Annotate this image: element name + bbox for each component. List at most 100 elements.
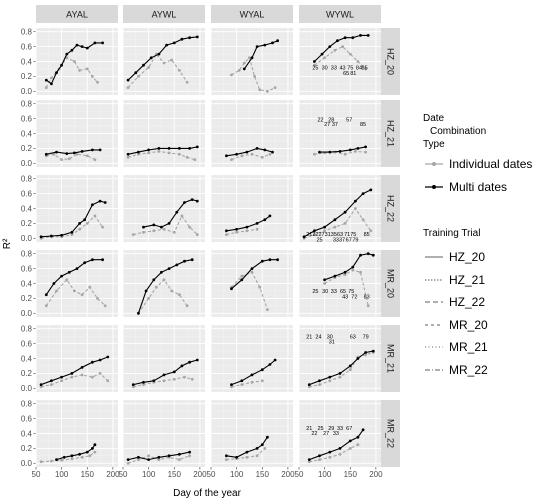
multi-dates-line (303, 189, 372, 238)
row-strip-label-mr_22: MR_22 (386, 419, 396, 448)
multi-dates-point (180, 37, 184, 41)
point-annotation: 35 (331, 232, 337, 238)
multi-dates-line (127, 36, 198, 81)
individual-dates-point (126, 155, 130, 159)
panel-hz_22-ayal (35, 175, 118, 242)
multi-dates-point (44, 293, 48, 297)
individual-dates-point (80, 293, 84, 297)
multi-dates-point (242, 67, 246, 71)
x-tick-label: 200 (369, 470, 383, 479)
multi-dates-point (225, 229, 228, 233)
multi-dates-point (356, 435, 360, 439)
individual-dates-point (154, 285, 158, 289)
point-annotation: 67 (346, 426, 352, 432)
column-strip-label-wyal: WYAL (240, 10, 265, 20)
individual-dates-point (260, 155, 264, 159)
individual-dates-point (170, 289, 174, 293)
point-annotation: 24 (315, 334, 321, 340)
multi-dates-point (190, 198, 194, 202)
individual-dates-point (93, 214, 97, 218)
multi-dates-point (268, 363, 272, 366)
point-annotation: 31 (329, 340, 335, 346)
multi-dates-point (188, 450, 192, 454)
x-tick-label: 100 (318, 470, 332, 479)
individual-dates-point (98, 372, 102, 375)
individual-dates-point (39, 460, 43, 464)
column-strip-ayal (36, 5, 118, 23)
individual-dates-point (248, 56, 251, 60)
panel-hz_22-wyal (210, 175, 293, 242)
x-tick-label: 100 (230, 470, 244, 479)
multi-dates-point (195, 358, 199, 362)
multi-dates-point (85, 46, 89, 50)
column-strip-aywl (123, 5, 205, 23)
individual-dates-point (137, 152, 140, 156)
multi-dates-point (98, 148, 102, 152)
point-annotation: 75 (350, 232, 356, 238)
multi-dates-point (348, 148, 352, 152)
point-annotation: 21 (306, 426, 312, 432)
column-strip-wyal (211, 5, 293, 23)
individual-dates-point (318, 458, 321, 461)
panel-hz_20-aywl (122, 28, 205, 95)
individual-dates-point (70, 375, 74, 379)
individual-dates-point (65, 56, 69, 60)
multi-dates-point (183, 201, 186, 204)
legend-date-title-line3: Type (423, 139, 445, 150)
point-annotation: 79 (352, 237, 358, 243)
individual-dates-point (356, 443, 360, 447)
panel-hz_21-aywl (122, 100, 205, 167)
multi-dates-point (366, 34, 370, 37)
multi-dates-point (178, 452, 181, 456)
multi-dates-point (338, 372, 342, 375)
individual-dates-line (226, 228, 258, 236)
row-strip-mr_21 (381, 325, 400, 392)
legend-date-title-line2: Combination (430, 126, 486, 137)
row-strip-label-mr_20: MR_20 (386, 269, 396, 298)
point-annotation: 65 (340, 289, 346, 295)
individual-dates-point (96, 297, 99, 300)
y-tick-label: 0.4 (21, 204, 33, 213)
point-annotation: 33 (337, 426, 343, 432)
individual-dates-point (364, 150, 367, 154)
multi-dates-point (62, 455, 66, 459)
individual-dates-point (348, 447, 352, 450)
point-annotation: 85 (362, 66, 368, 72)
individual-dates-point (80, 455, 84, 459)
individual-dates-point (162, 278, 166, 282)
panel-mr_20-ayal (35, 250, 118, 317)
multi-dates-point (91, 203, 94, 207)
individual-dates-point (126, 461, 130, 465)
x-tick-label: 150 (81, 470, 95, 479)
individual-dates-point (172, 377, 176, 381)
panel-mr_22-wywl (298, 400, 381, 467)
individual-dates-point (258, 285, 262, 289)
point-annotation: 27 (323, 431, 329, 437)
multi-dates-point (137, 150, 140, 154)
individual-dates-point (162, 61, 166, 65)
individual-dates-point (253, 75, 256, 78)
individual-dates-point (70, 457, 74, 461)
individual-dates-point (44, 304, 48, 308)
individual-dates-point (67, 157, 71, 161)
x-tick-label: 200 (281, 470, 295, 479)
column-strip-label-aywl: AYWL (152, 10, 177, 20)
multi-dates-point (131, 383, 135, 386)
multi-dates-point (167, 222, 171, 225)
individual-dates-point (60, 379, 63, 383)
multi-dates-point (167, 267, 171, 270)
point-annotation: 72 (351, 294, 357, 300)
multi-dates-point (328, 150, 332, 154)
multi-dates-point (93, 443, 97, 447)
multi-dates-point (333, 274, 337, 278)
panel-mr_21-wyal (210, 325, 293, 392)
individual-dates-point (341, 45, 344, 48)
multi-dates-point (70, 372, 74, 375)
multi-dates-point (266, 435, 269, 439)
multi-dates-point (351, 36, 355, 40)
point-annotation: 25 (312, 66, 318, 72)
multi-dates-point (354, 199, 357, 203)
multi-dates-point (178, 147, 181, 150)
y-tick-label: 0.6 (21, 189, 33, 198)
individual-dates-line (303, 207, 372, 239)
